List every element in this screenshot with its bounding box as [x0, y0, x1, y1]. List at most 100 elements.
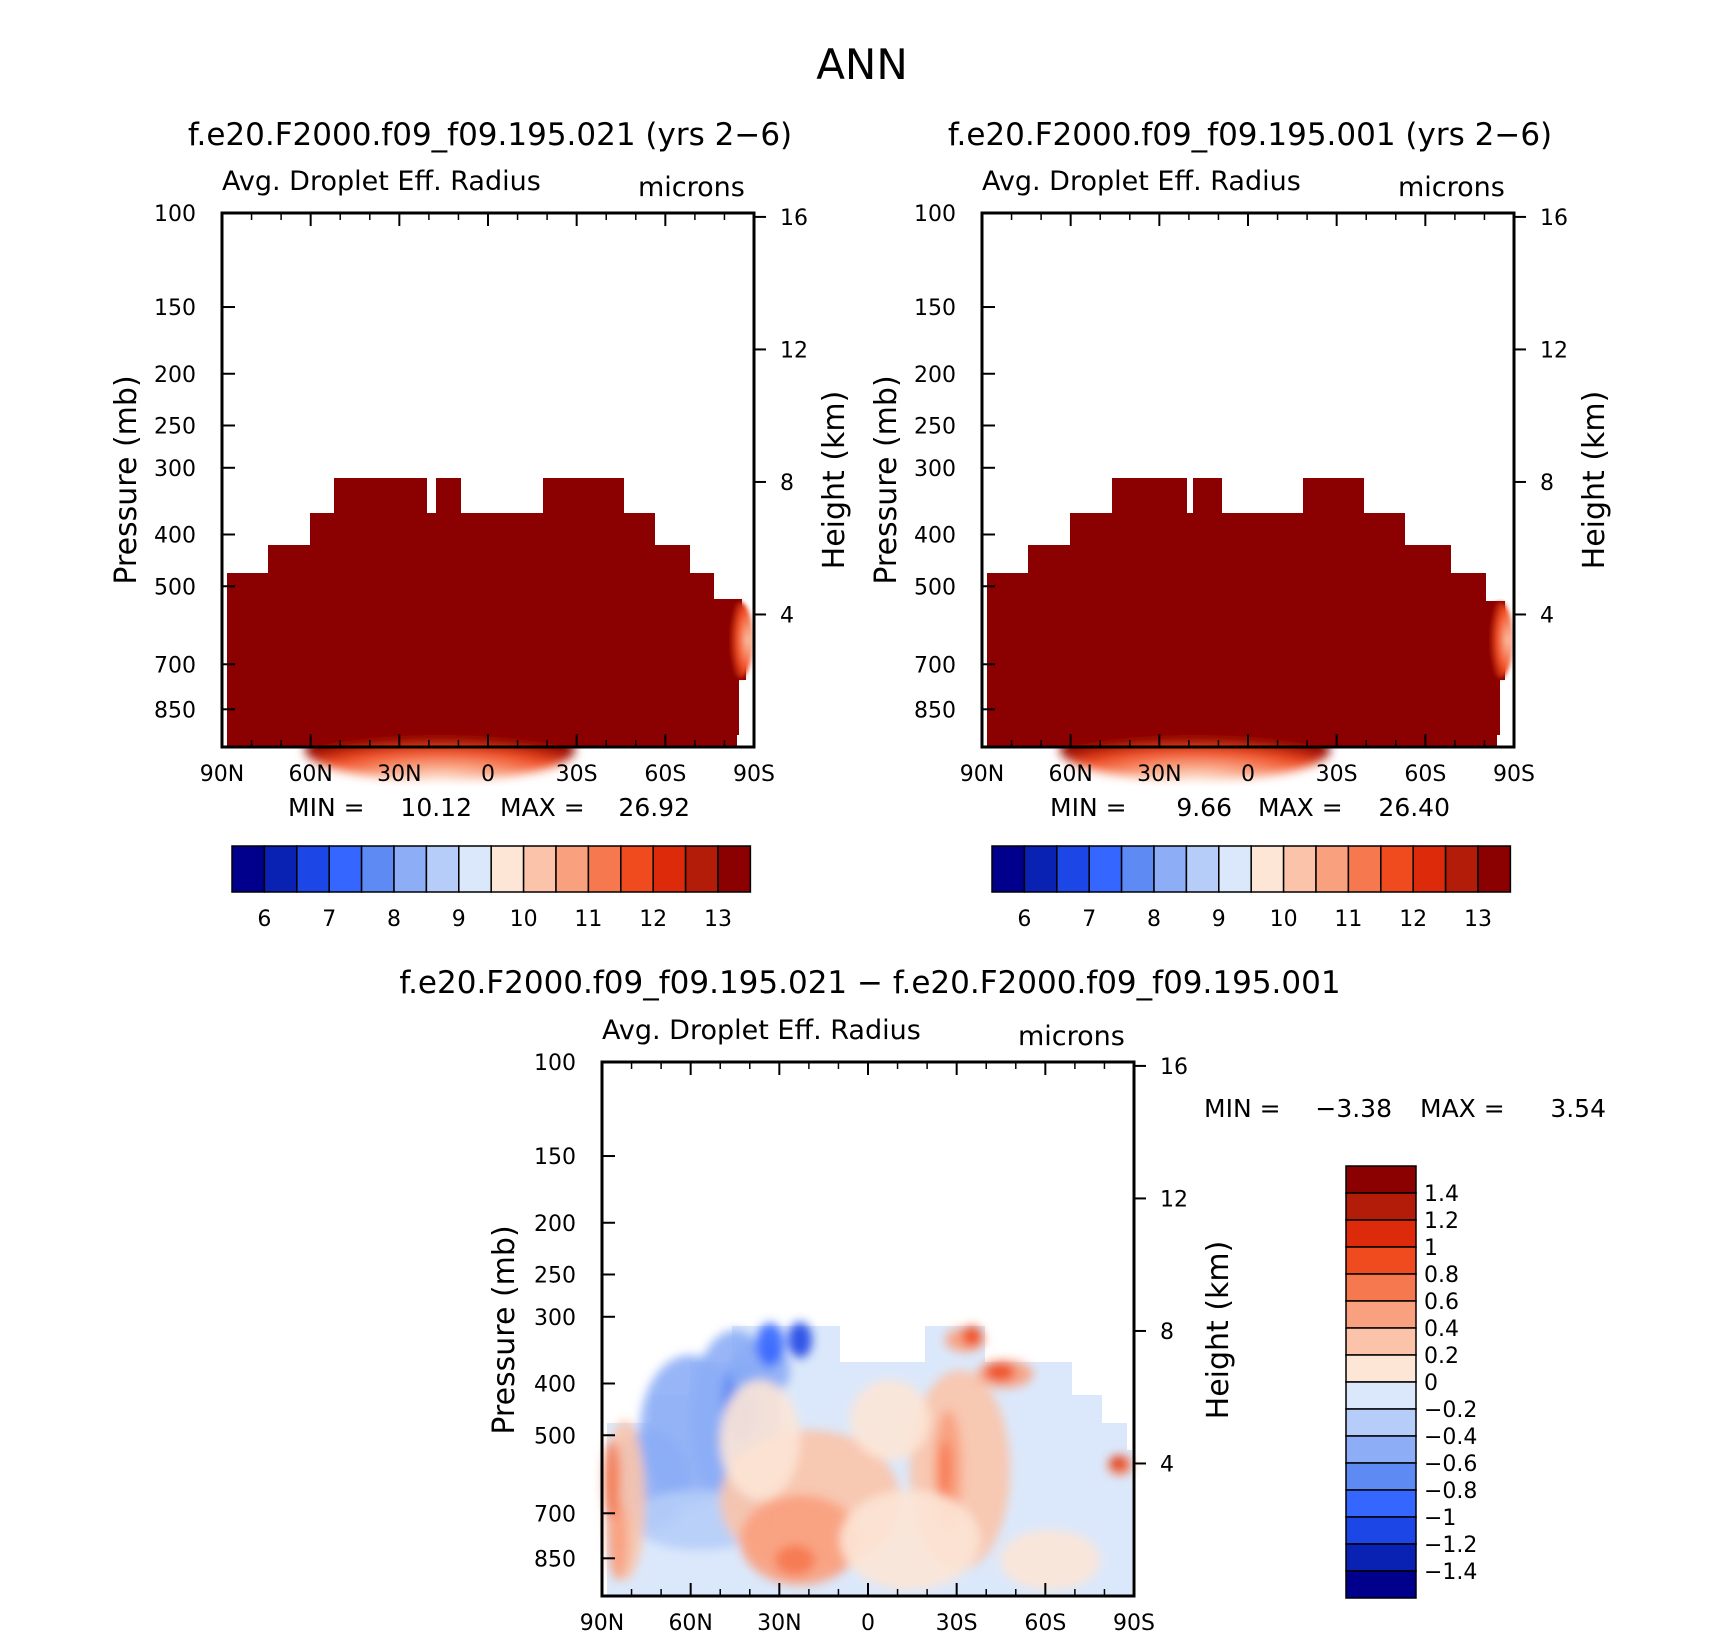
panel-1-colorbar: 6 7 8 9 10 11 12 13	[231, 845, 752, 932]
panel-3-y-tick-label: 700	[534, 1502, 576, 1527]
panel-2-x-tick-label: 90N	[960, 762, 1004, 787]
panel-2-edge-patch	[1487, 602, 1513, 678]
panel-3-variable: Avg. Droplet Eff. Radius	[602, 1015, 921, 1046]
colorbar-swatch	[1345, 1273, 1417, 1302]
panel-3-ylabel: Pressure (mb)	[487, 1225, 522, 1434]
colorbar-tick-label: 6	[257, 907, 271, 932]
anomaly-patch	[740, 1495, 860, 1585]
panel-1-min-label: MIN =	[288, 793, 365, 822]
colorbar-tick-label: 11	[1334, 907, 1362, 932]
panel-2-ylabel: Pressure (mb)	[869, 375, 904, 584]
panel-3-y-tick-label: 250	[534, 1264, 576, 1289]
anomaly-patch	[962, 1326, 982, 1346]
panel-3-min-value: −3.38	[1315, 1094, 1392, 1123]
panel-3-y-tick-label: 400	[534, 1373, 576, 1398]
panel-1-h-tick-label: 4	[780, 603, 794, 628]
panel-3-x-tick-label: 60N	[668, 1611, 712, 1633]
panel-2-y-tick-label: 300	[914, 457, 956, 482]
colorbar-tick-label: 8	[387, 907, 401, 932]
colorbar-swatch	[1345, 1543, 1417, 1572]
colorbar-swatch	[1345, 1327, 1417, 1356]
panel-2-title: f.e20.F2000.f09_f09.195.001 (yrs 2−6)	[948, 117, 1552, 153]
colorbar-swatch	[1345, 1300, 1417, 1329]
colorbar-swatch	[1347, 845, 1382, 893]
panel-1-h-tick-label: 8	[780, 471, 794, 496]
panel-1-y-tick-label: 300	[154, 457, 196, 482]
colorbar-swatch	[1477, 845, 1512, 893]
colorbar-swatch	[490, 845, 525, 893]
colorbar-swatch	[231, 845, 266, 893]
anomaly-patch	[1000, 1530, 1100, 1590]
colorbar-swatch	[652, 845, 687, 893]
colorbar-swatch	[1345, 1219, 1417, 1248]
panel-2-y-tick-label: 200	[914, 363, 956, 388]
colorbar-tick-label: 1.2	[1424, 1209, 1459, 1234]
colorbar-swatch	[1185, 845, 1220, 893]
colorbar-tick-label: 9	[1212, 907, 1226, 932]
panel-1-x-tick-label: 60N	[288, 762, 332, 787]
anomaly-patch	[788, 1322, 812, 1358]
panel-1-field	[227, 478, 753, 780]
panel-1-x-tick-label: 30N	[377, 762, 421, 787]
panel-3-max-value: 3.54	[1550, 1094, 1606, 1123]
colorbar-tick-label: 12	[639, 907, 667, 932]
colorbar-tick-label: −1.4	[1424, 1560, 1477, 1585]
anomaly-patch	[608, 1500, 628, 1580]
colorbar-swatch	[555, 845, 590, 893]
colorbar-swatch	[1345, 1435, 1417, 1464]
colorbar-swatch	[991, 845, 1026, 893]
colorbar-tick-label: 0.2	[1424, 1344, 1459, 1369]
colorbar-tick-label: −0.8	[1424, 1479, 1477, 1504]
colorbar-tick-label: −0.2	[1424, 1398, 1477, 1423]
panel-3-x-tick-label: 90N	[580, 1611, 624, 1633]
panel-2-x-tick-label: 0	[1241, 762, 1255, 787]
colorbar-swatch	[296, 845, 330, 893]
colorbar-swatch	[1282, 845, 1317, 893]
panel-1-h-tick-label: 16	[780, 206, 808, 231]
anomaly-patch	[604, 1440, 620, 1520]
panel-3-y-tick-label: 500	[534, 1424, 576, 1449]
colorbar-swatch	[1345, 1570, 1417, 1599]
colorbar-tick-label: 11	[574, 907, 602, 932]
panel-2-h-tick-label: 12	[1540, 338, 1568, 363]
colorbar-swatch	[1380, 845, 1414, 893]
colorbar-tick-label: 12	[1399, 907, 1427, 932]
colorbar-tick-label: 1	[1424, 1236, 1438, 1261]
colorbar-swatch	[1315, 845, 1350, 893]
colorbar-swatch	[1056, 845, 1090, 893]
panel-1-y-tick-label: 250	[154, 414, 196, 439]
anomaly-patch	[1110, 1457, 1126, 1469]
panel-3-ylabel-right: Height (km)	[1201, 1241, 1236, 1420]
panel-2-y-tick-label: 500	[914, 575, 956, 600]
panel-1-h-ticks: 16 12 8 4	[754, 206, 808, 628]
anomaly-patch	[939, 1440, 951, 1500]
colorbar-tick-label: 10	[510, 907, 538, 932]
colorbar-tick-label: 0.4	[1424, 1317, 1459, 1342]
panel-2-y-ticks: 100 150 200 250 300 400 500 700 850	[914, 202, 995, 723]
panel-1-min-value: 10.12	[400, 793, 472, 822]
panel-3: f.e20.F2000.f09_f09.195.021 − f.e20.F200…	[399, 965, 1606, 1633]
colorbar-swatch	[1088, 845, 1123, 893]
panel-3-y-tick-label: 300	[534, 1306, 576, 1331]
panel-2-colorbar: 6 7 8 9 10 11 12 13	[991, 845, 1512, 932]
panel-1-y-tick-label: 400	[154, 524, 196, 549]
colorbar-swatch	[263, 845, 298, 893]
panel-3-h-tick-label: 8	[1160, 1320, 1174, 1345]
colorbar-swatch	[1250, 845, 1285, 893]
colorbar-swatch	[717, 845, 752, 893]
panel-1-x-tick-label: 90N	[200, 762, 244, 787]
panel-2-y-tick-label: 150	[914, 296, 956, 321]
panel-2-min-value: 9.66	[1176, 793, 1232, 822]
colorbar-swatch	[587, 845, 622, 893]
colorbar-swatch	[1345, 1516, 1417, 1545]
panel-3-y-ticks: 100 150 200 250 300 400 500 700 850	[534, 1051, 615, 1572]
colorbar-tick-label: 0.6	[1424, 1290, 1459, 1315]
panel-2-y-tick-label: 250	[914, 414, 956, 439]
panel-2-ylabel-right: Height (km)	[1577, 391, 1612, 570]
panel-1-x-tick-label: 30S	[556, 762, 598, 787]
panel-1-surface-min	[305, 720, 575, 780]
panel-2-max-label: MAX =	[1258, 793, 1343, 822]
panel-2-field	[987, 478, 1513, 780]
panel-3-h-tick-label: 16	[1160, 1055, 1188, 1080]
